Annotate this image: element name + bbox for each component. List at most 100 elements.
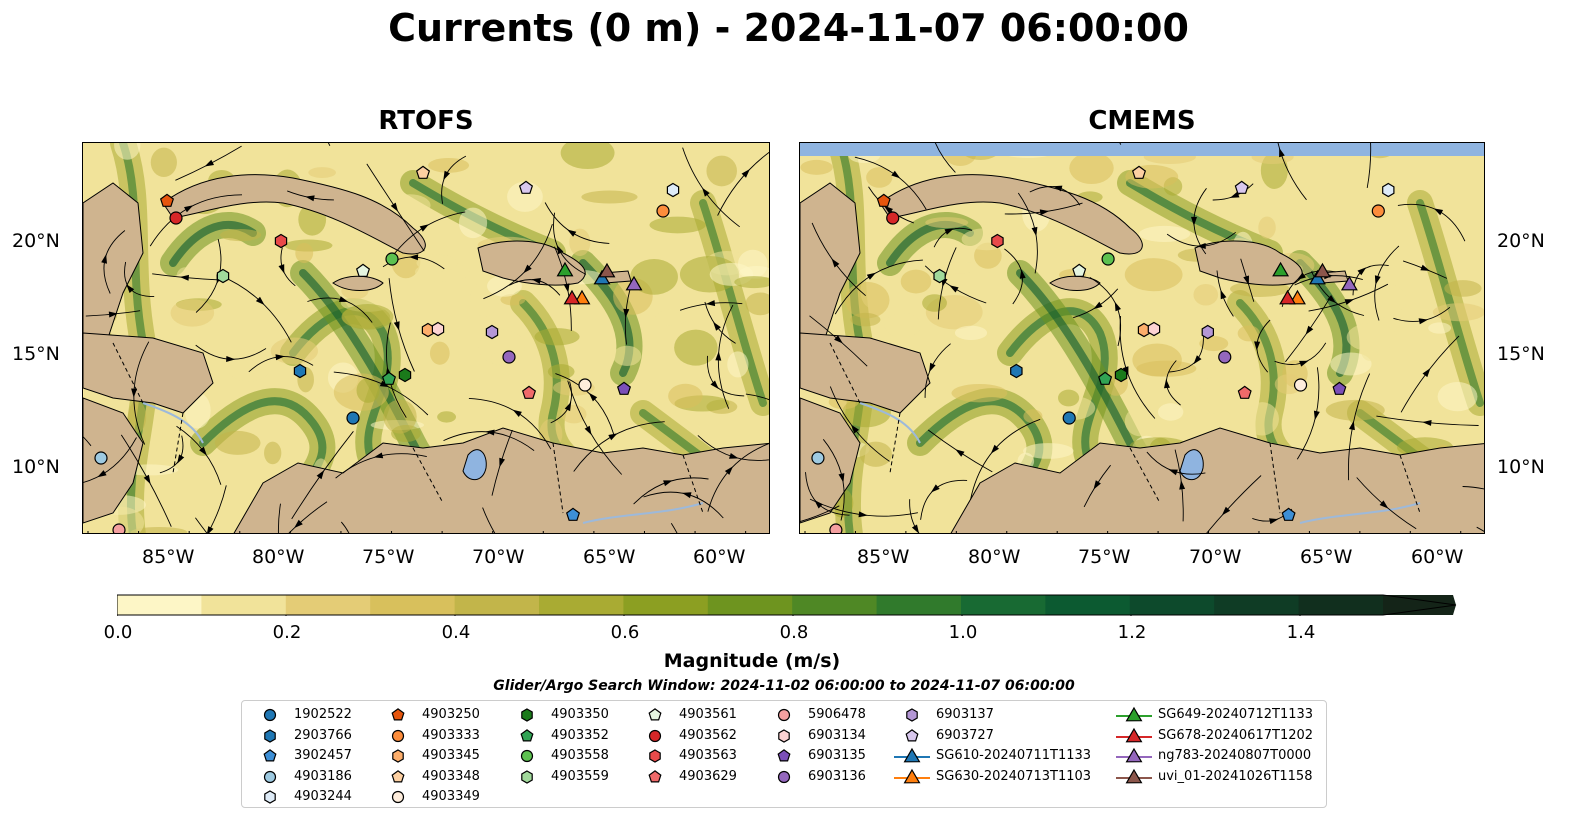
obs-marker-4903558: [385, 252, 399, 266]
legend-label: 5906478: [808, 707, 866, 722]
legend-label: SG649-20240712T1133: [1158, 707, 1314, 722]
speed-patch: [655, 309, 688, 326]
speed-patch: [1258, 216, 1276, 239]
obs-marker-2903766: [293, 363, 307, 379]
streamline: [745, 393, 769, 401]
streamline-arrow: [1114, 301, 1121, 312]
legend-swatch: [391, 708, 405, 721]
streamline-arrow: [713, 321, 721, 331]
streamline-arrow: [891, 170, 901, 179]
obs-marker-4903244: [666, 182, 680, 198]
legend-hexagon-icon: [521, 769, 533, 784]
legend-swatch: [894, 768, 930, 783]
glider-marker-sg630-20240713t1103: [1289, 289, 1306, 305]
colorbar-segment: [1298, 595, 1384, 615]
legend-label: 4903333: [422, 727, 480, 743]
legend-label: 4903559: [551, 768, 609, 784]
legend-triangle-icon: [1125, 727, 1143, 742]
streamline-arrow: [949, 285, 959, 293]
streamline-arrow: [584, 425, 592, 436]
legend-swatch: [777, 708, 791, 722]
legend-circle-icon: [777, 770, 791, 783]
legend-circle-icon: [263, 708, 277, 722]
speed-patch: [547, 364, 575, 380]
speed-patch: [1125, 164, 1179, 189]
speed-patch: [308, 167, 336, 178]
legend-label: 6903135: [808, 748, 866, 763]
lon-label-65w-left: 65°W: [583, 546, 636, 568]
legend-triangle-icon: [903, 747, 921, 763]
lon-label-70w-right: 70°W: [1189, 546, 1242, 568]
streamline-arrow: [97, 470, 107, 478]
obs-marker-4903629: [521, 385, 537, 399]
speed-patch: [1023, 409, 1043, 424]
lat-label-20n-right: 20°N: [1497, 230, 1545, 252]
streamline-arrow: [409, 254, 419, 261]
glider-marker-sg649-20240712t1133: [556, 261, 574, 277]
streamline-arrow: [930, 484, 940, 493]
speed-patch: [1199, 335, 1229, 352]
streamline: [195, 517, 208, 533]
streamline-arrow: [1254, 341, 1261, 351]
streamline-arrow: [204, 159, 214, 167]
streamline: [277, 503, 281, 533]
legend-label: 4903345: [422, 748, 480, 763]
speed-patch: [884, 313, 922, 338]
legend-swatch: [391, 729, 405, 742]
speed-patch: [534, 328, 580, 346]
legend-label: 4903561: [679, 707, 737, 722]
legend-hexagon-icon: [649, 749, 661, 763]
legend-swatch: [906, 708, 918, 722]
streamline-arrow: [741, 169, 750, 178]
obs-marker-6903727: [1234, 180, 1249, 194]
speed-patch: [706, 155, 737, 187]
streamline-arrow: [1418, 318, 1428, 325]
colorbar-tick-6: 1.2: [1117, 622, 1147, 643]
streamline-arrow: [1374, 275, 1381, 285]
streamline-arrow: [485, 429, 495, 436]
speed-patch: [429, 341, 450, 365]
legend-hexagon-icon: [392, 749, 404, 763]
obs-marker-3902457: [565, 507, 581, 521]
obs-marker-6903134: [1147, 321, 1161, 337]
streamline-arrow: [831, 258, 840, 268]
legend-label: 3902457: [294, 748, 352, 763]
streamline-arrow: [1313, 410, 1320, 421]
streamline-arrow: [588, 392, 598, 402]
streamline: [482, 507, 496, 533]
obs-marker-4903352: [381, 371, 397, 385]
legend-label: 6903727: [936, 727, 994, 743]
legend-label: SG678-20240617T1202: [1158, 727, 1314, 743]
legend-pentagon-icon: [648, 769, 662, 782]
legend-swatch: [778, 728, 790, 743]
speed-patch: [674, 329, 718, 366]
speed-patch: [356, 377, 380, 403]
speed-patch: [1444, 280, 1482, 297]
speed-patch: [1157, 403, 1184, 421]
streamline-arrow: [179, 274, 189, 281]
streamline: [1462, 486, 1484, 490]
lon-label-65w-right: 65°W: [1300, 546, 1353, 568]
speed-patch: [383, 399, 417, 434]
legend-label: 2903766: [294, 727, 352, 743]
speed-patch: [219, 228, 262, 242]
legend-label: 1902522: [294, 707, 352, 722]
speed-patch: [170, 299, 215, 327]
legend-swatch: [392, 749, 404, 763]
speed-patch: [859, 441, 893, 467]
no-data-strip: [800, 143, 1484, 156]
legend-label: SG610-20240711T1133: [936, 748, 1092, 763]
jamaica-land: [332, 275, 384, 291]
river: [859, 402, 921, 444]
legend-label: SG630-20240713T1103: [936, 768, 1092, 784]
obs-marker-4903563: [991, 233, 1004, 249]
legend-label: ng783-20240807T0000: [1158, 748, 1312, 763]
river: [1299, 502, 1421, 524]
legend-swatch: [1116, 768, 1152, 783]
streamline-arrow: [1296, 272, 1306, 280]
legend-label: 4903349: [422, 789, 480, 804]
streamline-arrow: [419, 224, 429, 232]
streamline-arrow: [1230, 191, 1240, 198]
obs-marker-4903244: [1382, 182, 1395, 198]
colorbar-segment: [1045, 595, 1131, 615]
